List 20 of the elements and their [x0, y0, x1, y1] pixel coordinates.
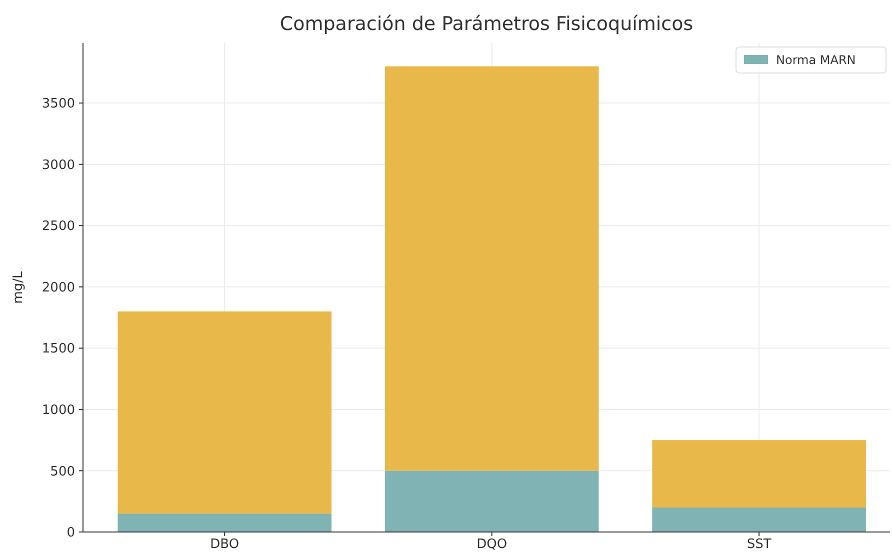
x-tick-label: DBO [210, 537, 240, 552]
bar [384, 470, 599, 532]
x-tick-label: SST [746, 537, 772, 552]
y-tick-label: 1000 [42, 402, 75, 418]
y-tick-label: 0 [66, 526, 75, 541]
y-axis-title: mg/L [11, 270, 26, 304]
y-tick-label: 500 [50, 464, 75, 480]
bar [652, 440, 866, 508]
y-tick-label: 3500 [42, 96, 75, 112]
y-tick-label: 1500 [42, 342, 75, 357]
legend-label: Norma MARN [776, 53, 856, 68]
x-tick-label: DQO [476, 537, 508, 552]
chart-title: Comparación de Parámetros Fisicoquímicos [280, 13, 694, 35]
bar [118, 514, 332, 532]
bar [118, 311, 332, 514]
y-tick-label: 2000 [42, 280, 75, 296]
y-tick-label: 2500 [42, 219, 75, 234]
y-tick-label: 3000 [42, 158, 75, 173]
bar [384, 66, 599, 471]
bar [652, 507, 866, 532]
